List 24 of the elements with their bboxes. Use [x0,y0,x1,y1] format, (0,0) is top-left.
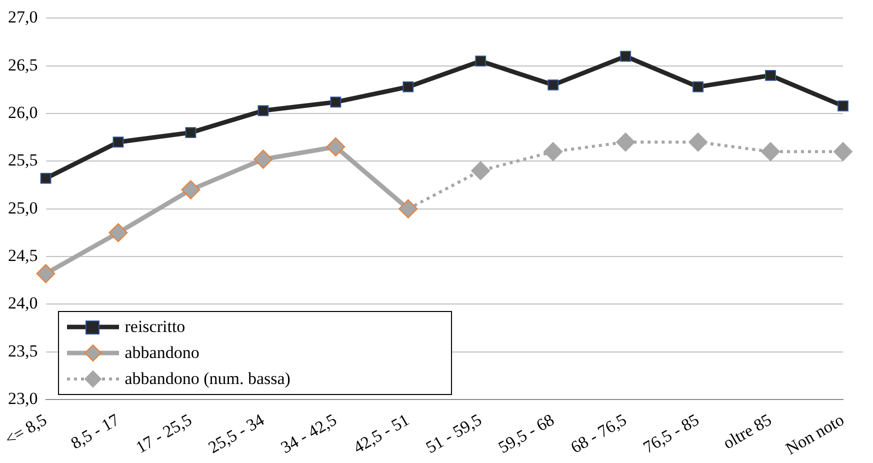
y-tick-label: 23,0 [8,388,38,408]
x-tick-label: 8,5 - 17 [68,410,123,453]
y-tick-label: 23,5 [8,341,38,360]
y-tick-label: 24,0 [8,294,38,313]
x-tick-label: 25,5 - 34 [205,410,268,458]
y-tick-label: 25,5 [8,150,38,170]
legend-label: abbandono (num. bassa) [124,369,290,390]
x-tick-label: 17 - 25,5 [132,410,195,458]
legend-label: reiscritto [124,317,186,338]
x-tick-label: 51 - 59,5 [422,410,485,458]
x-tick-label: 42,5 - 51 [350,410,412,458]
y-tick-label: 26,0 [8,102,38,122]
legend-label: abbandono [124,343,200,364]
x-tick-label: Non noto [782,410,848,458]
x-tick-label: oltre 85 [720,410,775,453]
x-tick-label: 76,5 - 85 [640,410,702,458]
x-tick-label: 34 - 42,5 [278,410,340,458]
y-tick-label: 27,0 [8,8,38,27]
x-tick-label: 59,5 - 68 [495,410,558,458]
y-tick-label: 25,0 [8,198,38,218]
y-tick-label: 26,5 [8,55,38,74]
y-tick-label: 24,5 [8,246,38,265]
x-tick-label: 68 - 76,5 [568,410,630,458]
x-tick-label: <= 8,5 [2,410,50,449]
